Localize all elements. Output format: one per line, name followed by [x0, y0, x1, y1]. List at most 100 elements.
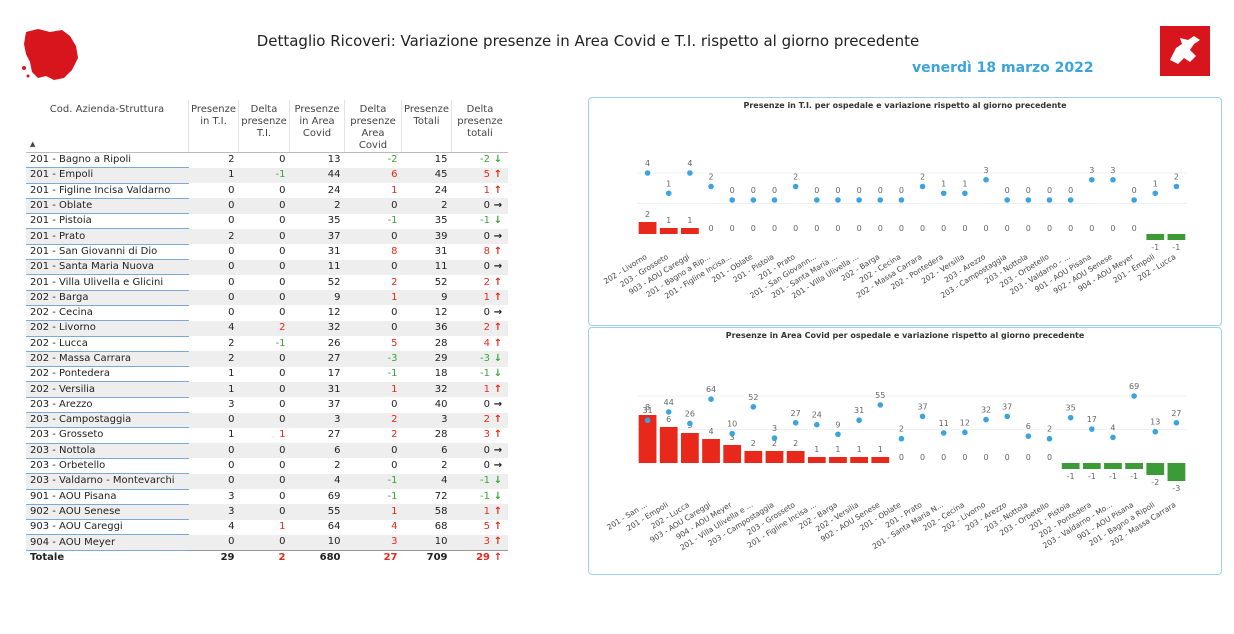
dot[interactable]: [856, 197, 862, 203]
table-row[interactable]: 203 - Arezzo 3 0 37 0 40 0 →: [26, 397, 508, 414]
table-row[interactable]: 201 - Prato 2 0 37 0 39 0 →: [26, 228, 508, 245]
table-row[interactable]: 203 - Nottola 0 0 6 0 6 0 →: [26, 443, 508, 459]
dot[interactable]: [1046, 197, 1053, 203]
dot[interactable]: [919, 183, 926, 190]
dot[interactable]: [1004, 413, 1010, 420]
table-row[interactable]: 202 - Versilia 1 0 31 1 32 1 ↑: [26, 381, 508, 398]
col-header-area-covid[interactable]: Presenze in Area Covid: [289, 100, 345, 153]
dot[interactable]: [940, 430, 947, 436]
dot[interactable]: [1046, 435, 1053, 442]
bar[interactable]: [1061, 463, 1080, 469]
dot[interactable]: [835, 431, 841, 438]
dot[interactable]: [771, 197, 778, 203]
dot[interactable]: [644, 170, 651, 176]
col-header-delta-area-covid[interactable]: Delta presenze Area Covid: [344, 100, 402, 153]
sort-ascending-icon[interactable]: ▲: [30, 140, 36, 148]
dot[interactable]: [814, 421, 820, 428]
table-row[interactable]: 203 - Orbetello 0 0 2 0 2 0 →: [26, 458, 508, 475]
bar[interactable]: [638, 415, 657, 463]
bar[interactable]: [829, 457, 847, 463]
dot[interactable]: [962, 190, 968, 197]
bar[interactable]: [659, 228, 678, 234]
table-row[interactable]: 202 - Lucca 2 -1 26 5 28 4 ↑: [26, 336, 508, 352]
bar[interactable]: [786, 451, 805, 463]
table-row[interactable]: 904 - AOU Meyer 0 0 10 3 10 3 ↑: [26, 534, 508, 551]
bar[interactable]: [681, 228, 699, 234]
dot[interactable]: [1131, 197, 1137, 203]
table-row[interactable]: 202 - Cecina 0 0 12 0 12 0 →: [26, 305, 508, 322]
dot[interactable]: [1089, 176, 1095, 183]
dot[interactable]: [771, 435, 778, 441]
col-header-struttura[interactable]: Cod. Azienda-Struttura ▲: [26, 100, 189, 153]
dot[interactable]: [983, 176, 989, 183]
dot[interactable]: [665, 409, 672, 415]
dot[interactable]: [1067, 414, 1074, 421]
dot[interactable]: [1025, 433, 1032, 439]
dot[interactable]: [898, 435, 905, 442]
table-row[interactable]: 201 - Oblate 0 0 2 0 2 0 →: [26, 198, 508, 215]
table-row[interactable]: 201 - Figline Incisa Valdarno 0 0 24 1 24 1 ↑: [26, 183, 508, 199]
bar[interactable]: [659, 427, 678, 463]
bar[interactable]: [1146, 463, 1165, 475]
table-row[interactable]: 203 - Campostaggia 0 0 3 2 3 2 ↑: [26, 412, 508, 429]
col-header-delta-totali[interactable]: Delta presenze totali: [451, 100, 508, 153]
bar[interactable]: [744, 451, 763, 463]
dot[interactable]: [729, 197, 735, 203]
bar[interactable]: [638, 222, 657, 234]
bar[interactable]: [765, 451, 784, 463]
dot[interactable]: [687, 170, 693, 176]
dot[interactable]: [665, 190, 672, 197]
dot[interactable]: [750, 197, 757, 203]
dot[interactable]: [1025, 197, 1032, 203]
dot[interactable]: [898, 197, 905, 203]
bar[interactable]: [1167, 234, 1186, 240]
dot[interactable]: [1067, 197, 1074, 203]
dot[interactable]: [962, 429, 968, 436]
dot[interactable]: [856, 417, 862, 424]
table-row[interactable]: 202 - Massa Carrara 2 0 27 -3 29 -3 ↓: [26, 351, 508, 368]
dot[interactable]: [983, 416, 989, 423]
table-row[interactable]: 201 - San Giovanni di Dio 0 0 31 8 31 8 ↑: [26, 244, 508, 261]
dot[interactable]: [814, 197, 820, 203]
table-row[interactable]: 201 - Pistoia 0 0 35 -1 35 -1 ↓: [26, 213, 508, 230]
dot[interactable]: [708, 183, 714, 190]
table-row[interactable]: 201 - Villa Ulivella e Glicini 0 0 52 2 52 2 ↑: [26, 274, 508, 291]
dot[interactable]: [877, 402, 884, 408]
table-row[interactable]: 902 - AOU Senese 3 0 55 1 58 1 ↑: [26, 504, 508, 521]
dot[interactable]: [1173, 183, 1180, 190]
dot[interactable]: [1173, 419, 1180, 426]
col-header-delta-ti[interactable]: Delta presenze T.I.: [238, 100, 290, 153]
bar[interactable]: [1125, 463, 1143, 469]
bar[interactable]: [850, 457, 868, 463]
table-total-row[interactable]: Totale 29 2 680 27 709 29 ↑: [26, 549, 508, 566]
dot[interactable]: [940, 190, 947, 197]
dot[interactable]: [1152, 190, 1159, 197]
col-header-ti[interactable]: Presenze in T.I.: [188, 100, 239, 153]
dot[interactable]: [919, 413, 926, 420]
bar[interactable]: [1082, 463, 1101, 469]
table-row[interactable]: 201 - Bagno a Ripoli 2 0 13 -2 15 -2 ↓: [26, 152, 508, 169]
table-row[interactable]: 201 - Santa Maria Nuova 0 0 11 0 11 0 →: [26, 259, 508, 276]
dot[interactable]: [792, 183, 799, 190]
bar[interactable]: [1146, 234, 1165, 240]
bar[interactable]: [681, 433, 699, 463]
dot[interactable]: [708, 396, 714, 402]
dot[interactable]: [687, 420, 693, 427]
bar[interactable]: [807, 457, 826, 463]
dot[interactable]: [835, 197, 841, 203]
dot[interactable]: [1110, 434, 1116, 441]
bar[interactable]: [871, 457, 890, 463]
dot[interactable]: [644, 417, 651, 424]
bar[interactable]: [1167, 463, 1186, 481]
dot[interactable]: [792, 419, 799, 426]
dot[interactable]: [1004, 197, 1010, 203]
col-header-totali[interactable]: Presenze Totali: [401, 100, 452, 153]
table-row[interactable]: 903 - AOU Careggi 4 1 64 4 68 5 ↑: [26, 519, 508, 536]
table-row[interactable]: 203 - Valdarno - Montevarchi 0 0 4 -1 4 -1 ↓: [26, 473, 508, 490]
dot[interactable]: [1131, 393, 1137, 399]
dot[interactable]: [1089, 426, 1095, 432]
dot[interactable]: [1110, 176, 1116, 183]
table-row[interactable]: 901 - AOU Pisana 3 0 69 -1 72 -1 ↓: [26, 489, 508, 505]
bar[interactable]: [702, 439, 720, 463]
table-row[interactable]: 201 - Empoli 1 -1 44 6 45 5 ↑: [26, 167, 508, 184]
